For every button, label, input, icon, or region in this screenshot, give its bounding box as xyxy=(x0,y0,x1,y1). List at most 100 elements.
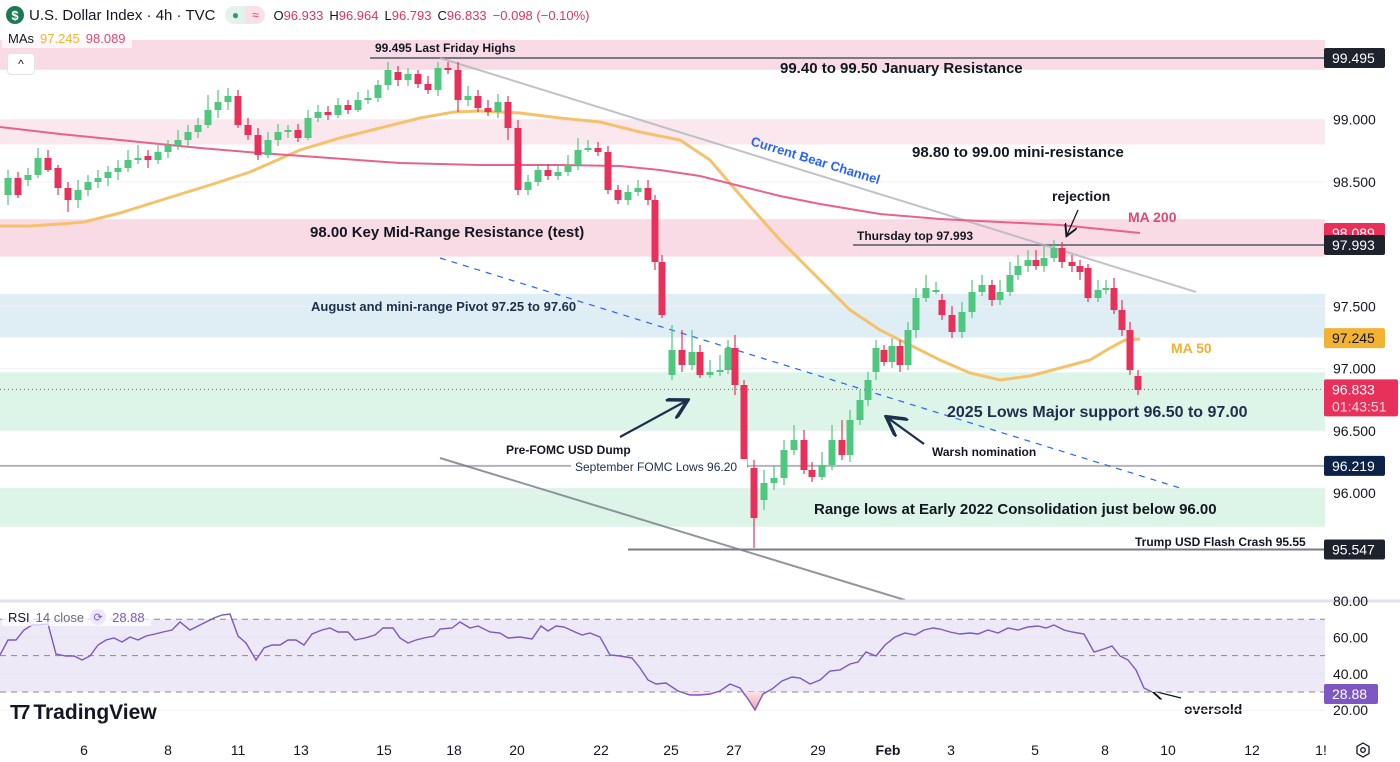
candle-down[interactable] xyxy=(234,96,242,125)
candle-down[interactable] xyxy=(144,156,152,160)
candle-up[interactable] xyxy=(828,440,836,465)
candle-up[interactable] xyxy=(224,96,232,102)
candle-up[interactable] xyxy=(1024,260,1032,266)
candle-up[interactable] xyxy=(564,165,572,172)
candle-down[interactable] xyxy=(474,96,482,108)
candle-down[interactable] xyxy=(244,125,252,135)
annotation-text[interactable]: MA 50 xyxy=(1171,340,1212,356)
candle-up[interactable] xyxy=(716,370,724,372)
candle-up[interactable] xyxy=(958,312,966,332)
candle-down[interactable] xyxy=(1118,310,1126,330)
candle-down[interactable] xyxy=(1032,260,1040,266)
candle-down[interactable] xyxy=(800,440,808,470)
candle-up[interactable] xyxy=(912,298,920,330)
candle-up[interactable] xyxy=(94,178,102,182)
candle-up[interactable] xyxy=(494,102,502,112)
candle-up[interactable] xyxy=(790,440,798,450)
zone-january-resistance[interactable] xyxy=(0,39,1325,70)
candle-down[interactable] xyxy=(731,348,739,385)
market-status[interactable]: ● ≈ xyxy=(225,6,266,24)
candle-up[interactable] xyxy=(780,450,788,478)
zone-range-lows-2022[interactable] xyxy=(0,488,1325,527)
candle-up[interactable] xyxy=(1040,258,1048,266)
candle-up[interactable] xyxy=(864,380,872,400)
candle-up[interactable] xyxy=(872,348,880,372)
zone-mini-resistance[interactable] xyxy=(0,119,1325,145)
annotation-text[interactable]: 98.80 to 99.00 mini-resistance xyxy=(912,144,1124,161)
price-label-dark[interactable] xyxy=(1324,234,1385,255)
candle-down[interactable] xyxy=(1068,262,1076,266)
candle-up[interactable] xyxy=(996,292,1004,300)
price-label-dark[interactable] xyxy=(1324,48,1385,68)
candle-down[interactable] xyxy=(514,128,522,190)
candle-up[interactable] xyxy=(554,172,562,176)
candle-up[interactable] xyxy=(314,112,322,118)
symbol-header[interactable]: $ U.S. Dollar Index · 4h · TVC ● ≈ O96.9… xyxy=(6,5,590,25)
candle-up[interactable] xyxy=(922,288,930,298)
candle-up[interactable] xyxy=(214,102,222,110)
candle-up[interactable] xyxy=(34,158,42,175)
candle-up[interactable] xyxy=(124,160,132,168)
candle-down[interactable] xyxy=(658,262,666,315)
candle-down[interactable] xyxy=(454,70,462,100)
candle-up[interactable] xyxy=(24,175,32,180)
candle-down[interactable] xyxy=(1084,268,1092,298)
bear-channel-mid[interactable] xyxy=(439,257,1181,489)
candle-up[interactable] xyxy=(818,465,826,477)
candle-up[interactable] xyxy=(164,145,172,152)
candle-down[interactable] xyxy=(604,152,612,190)
candle-down[interactable] xyxy=(414,74,422,84)
candle-down[interactable] xyxy=(424,84,432,90)
candle-up[interactable] xyxy=(1102,288,1110,290)
bear-channel-lower[interactable] xyxy=(439,457,906,601)
candle-down[interactable] xyxy=(896,346,904,365)
annotation-text[interactable]: Thursday top 97.993 xyxy=(857,229,973,243)
candle-up[interactable] xyxy=(846,420,854,455)
price-label-ma50[interactable] xyxy=(1324,328,1385,349)
candle-up[interactable] xyxy=(4,178,12,195)
candle-down[interactable] xyxy=(394,72,402,80)
annotation-text[interactable]: MA 200 xyxy=(1128,209,1177,225)
candle-up[interactable] xyxy=(404,74,412,80)
candle-up[interactable] xyxy=(584,148,592,150)
rsi-legend[interactable]: RSI 14 close ⟳ 28.88 xyxy=(2,608,151,626)
candle-up[interactable] xyxy=(84,182,92,190)
candle-down[interactable] xyxy=(678,350,686,365)
ma50-line[interactable] xyxy=(0,109,1141,382)
candle-up[interactable] xyxy=(688,352,696,365)
tradingview-logo[interactable]: T7 TradingView xyxy=(10,701,157,725)
candle-up[interactable] xyxy=(264,140,272,155)
candle-down[interactable] xyxy=(938,300,946,315)
annotation-text[interactable]: August and mini-range Pivot 97.25 to 97.… xyxy=(311,299,576,314)
candle-down[interactable] xyxy=(484,108,492,112)
candle-up[interactable] xyxy=(464,96,472,100)
candle-up[interactable] xyxy=(770,478,778,483)
annotation-text[interactable]: Warsh nomination xyxy=(932,445,1036,459)
candle-up[interactable] xyxy=(668,350,676,375)
candle-down[interactable] xyxy=(444,68,452,70)
candle-up[interactable] xyxy=(888,346,896,362)
zone-key-mid-range-resistance[interactable] xyxy=(0,219,1325,257)
candle-up[interactable] xyxy=(904,330,912,365)
price-label-navy[interactable] xyxy=(1324,455,1385,476)
candle-down[interactable] xyxy=(254,135,262,155)
candle-down[interactable] xyxy=(838,440,846,455)
candle-down[interactable] xyxy=(651,200,659,262)
annotation-text[interactable]: 99.40 to 99.50 January Resistance xyxy=(780,60,1023,77)
annotation-text[interactable]: 2025 Lows Major support 96.50 to 97.00 xyxy=(947,404,1248,421)
candle-up[interactable] xyxy=(174,140,182,145)
settings-hexagon-icon[interactable] xyxy=(1354,741,1372,759)
candle-down[interactable] xyxy=(14,178,22,195)
candle-up[interactable] xyxy=(384,70,392,85)
candle-up[interactable] xyxy=(706,372,714,375)
candle-down[interactable] xyxy=(594,148,602,152)
candle-down[interactable] xyxy=(1110,288,1118,310)
candle-up[interactable] xyxy=(1014,266,1022,275)
annotation-text[interactable]: Range lows at Early 2022 Consolidation j… xyxy=(814,501,1217,518)
candle-up[interactable] xyxy=(284,130,292,132)
candle-up[interactable] xyxy=(354,100,362,110)
candle-down[interactable] xyxy=(988,285,996,300)
mas-legend[interactable]: MAs 97.245 98.089 xyxy=(2,28,132,48)
candle-down[interactable] xyxy=(504,102,512,128)
